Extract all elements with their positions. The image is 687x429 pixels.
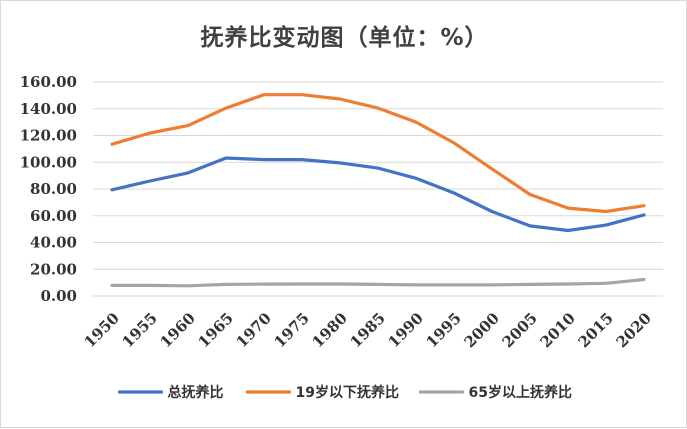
y-tick-label: 120.00 [20, 127, 77, 145]
x-tick-label: 1985 [347, 309, 389, 351]
x-tick-label: 1955 [119, 309, 161, 351]
y-tick-label: 80.00 [30, 180, 77, 198]
legend-label: 65岁以上抚养比 [469, 384, 572, 401]
y-tick-label: 140.00 [20, 100, 77, 118]
y-tick-label: 60.00 [30, 207, 77, 225]
x-tick-label: 1970 [233, 309, 275, 351]
x-tick-label: 1975 [271, 309, 313, 351]
series-line [110, 93, 646, 214]
x-tick-label: 1995 [423, 309, 465, 351]
y-tick-label: 40.00 [30, 234, 77, 252]
y-tick-label: 20.00 [30, 260, 77, 278]
series-line [110, 156, 646, 233]
x-tick-label: 1960 [157, 309, 199, 351]
legend-label: 19岁以下抚养比 [296, 384, 399, 401]
y-tick-label: 100.00 [20, 153, 77, 171]
chart-title: 抚养比变动图（单位：%） [200, 25, 489, 51]
y-tick-label: 0.00 [40, 287, 77, 305]
x-tick-label: 2010 [537, 309, 579, 351]
x-tick-label: 2005 [499, 309, 541, 351]
x-tick-label: 1990 [385, 309, 427, 351]
legend-label: 总抚养比 [168, 384, 224, 401]
series-line [110, 277, 646, 288]
x-tick-label: 1950 [81, 309, 123, 351]
x-tick-label: 1965 [195, 309, 237, 351]
y-tick-label: 160.00 [20, 73, 77, 91]
x-tick-label: 2020 [613, 309, 655, 351]
x-tick-label: 2015 [575, 309, 617, 351]
x-tick-label: 2000 [461, 309, 503, 351]
x-tick-label: 1980 [309, 309, 351, 351]
